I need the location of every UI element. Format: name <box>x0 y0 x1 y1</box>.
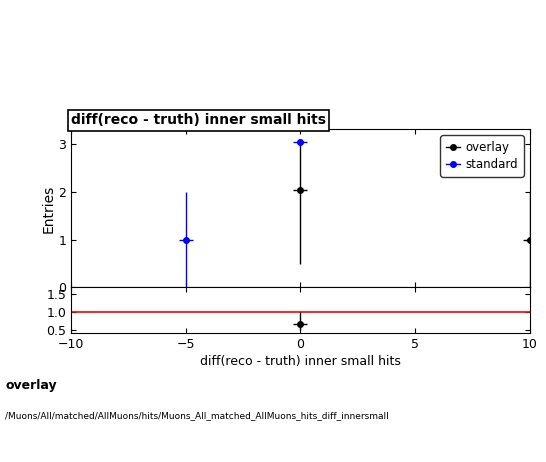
Text: diff(reco - truth) inner small hits: diff(reco - truth) inner small hits <box>71 113 326 127</box>
Y-axis label: Entries: Entries <box>41 184 55 232</box>
Text: /Muons/All/matched/AllMuons/hits/Muons_All_matched_AllMuons_hits_diff_innersmall: /Muons/All/matched/AllMuons/hits/Muons_A… <box>5 411 389 420</box>
Legend: overlay, standard: overlay, standard <box>441 135 524 176</box>
X-axis label: diff(reco - truth) inner small hits: diff(reco - truth) inner small hits <box>200 355 401 368</box>
Text: overlay: overlay <box>5 379 57 392</box>
